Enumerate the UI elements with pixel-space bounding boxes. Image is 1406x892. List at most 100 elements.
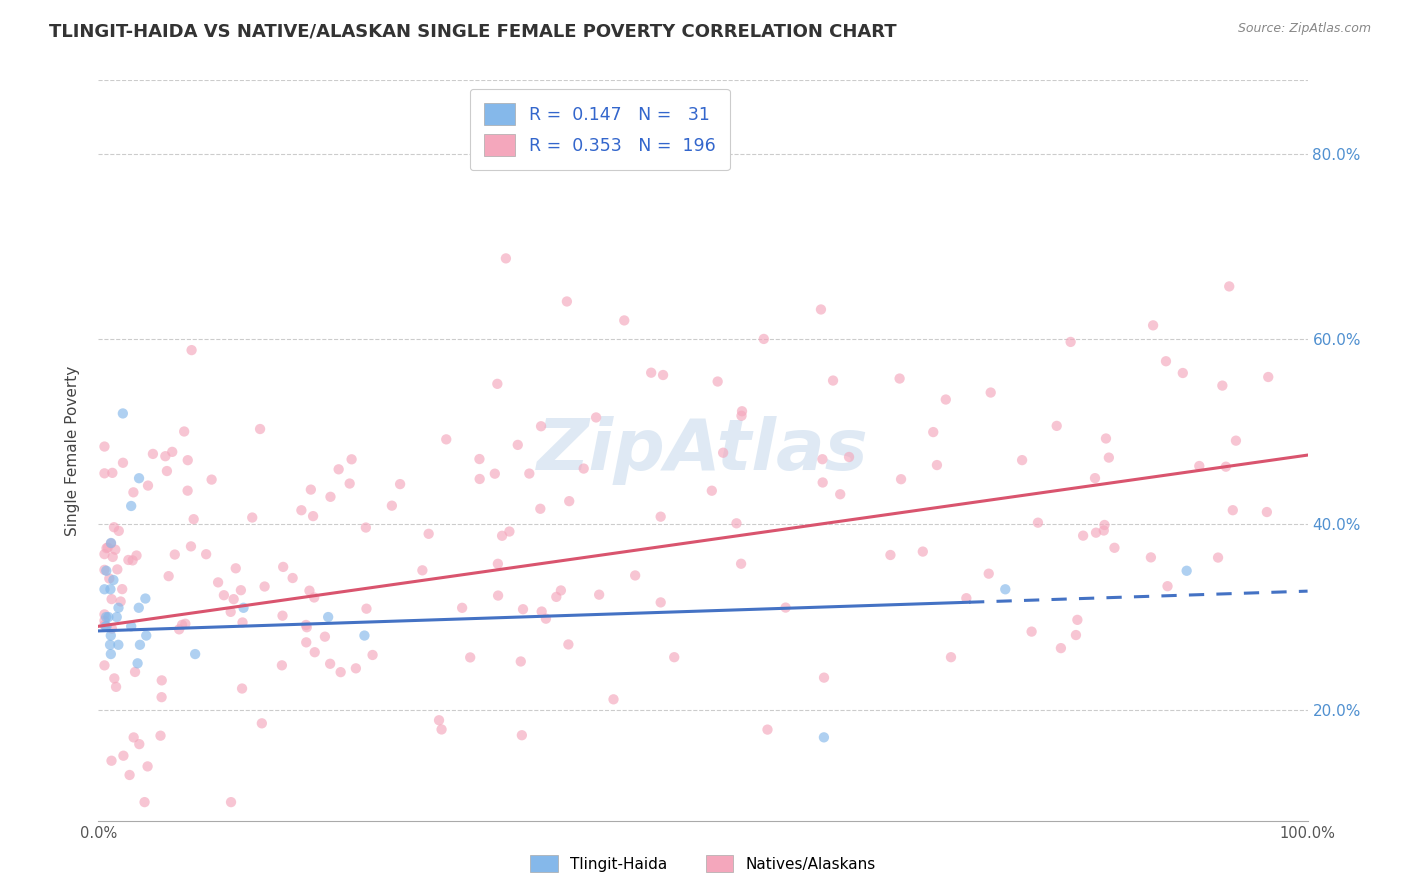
- Point: [706, 375, 728, 389]
- Point: [97, 541, 120, 555]
- Point: [195, 547, 218, 561]
- Point: [299, 483, 322, 497]
- Point: [100, 628, 122, 642]
- Point: [935, 392, 957, 407]
- Point: [96, 541, 118, 555]
- Point: [231, 615, 253, 630]
- Point: [354, 520, 377, 534]
- Point: [240, 510, 263, 524]
- Point: [124, 665, 146, 679]
- Point: [314, 630, 336, 644]
- Point: [1094, 518, 1116, 533]
- Point: [134, 795, 156, 809]
- Point: [120, 619, 142, 633]
- Point: [96, 564, 118, 578]
- Point: [491, 529, 513, 543]
- Point: [752, 332, 775, 346]
- Point: [1215, 459, 1237, 474]
- Point: [219, 795, 242, 809]
- Point: [1256, 505, 1278, 519]
- Point: [506, 438, 529, 452]
- Point: [353, 628, 375, 642]
- Point: [468, 472, 491, 486]
- Point: [1154, 354, 1177, 368]
- Point: [830, 487, 852, 501]
- Text: TLINGIT-HAIDA VS NATIVE/ALASKAN SINGLE FEMALE POVERTY CORRELATION CHART: TLINGIT-HAIDA VS NATIVE/ALASKAN SINGLE F…: [49, 22, 897, 40]
- Point: [118, 768, 141, 782]
- Point: [328, 462, 350, 476]
- Point: [775, 600, 797, 615]
- Point: [110, 594, 132, 608]
- Point: [1257, 370, 1279, 384]
- Point: [1066, 613, 1088, 627]
- Point: [1026, 516, 1049, 530]
- Point: [1095, 432, 1118, 446]
- Point: [112, 748, 135, 763]
- Point: [173, 425, 195, 439]
- Point: [1218, 279, 1240, 293]
- Point: [93, 618, 115, 632]
- Point: [304, 645, 326, 659]
- Legend: R =  0.147   N =   31, R =  0.353   N =  196: R = 0.147 N = 31, R = 0.353 N = 196: [470, 89, 730, 170]
- Point: [295, 618, 318, 632]
- Point: [650, 509, 672, 524]
- Point: [101, 466, 124, 480]
- Point: [150, 673, 173, 688]
- Point: [93, 607, 115, 622]
- Point: [468, 452, 491, 467]
- Point: [1188, 458, 1211, 473]
- Point: [180, 540, 202, 554]
- Point: [1156, 579, 1178, 593]
- Point: [430, 723, 453, 737]
- Point: [640, 366, 662, 380]
- Point: [93, 582, 115, 597]
- Point: [105, 680, 128, 694]
- Point: [302, 509, 325, 524]
- Y-axis label: Single Female Poverty: Single Female Poverty: [65, 366, 80, 535]
- Point: [418, 526, 440, 541]
- Point: [302, 591, 325, 605]
- Point: [339, 476, 361, 491]
- Point: [122, 731, 145, 745]
- Point: [329, 665, 352, 680]
- Point: [136, 759, 159, 773]
- Point: [550, 583, 572, 598]
- Point: [128, 600, 150, 615]
- Point: [1140, 550, 1163, 565]
- Point: [100, 592, 122, 607]
- Point: [1171, 366, 1194, 380]
- Point: [111, 456, 134, 470]
- Point: [170, 618, 193, 632]
- Point: [167, 623, 190, 637]
- Point: [811, 452, 834, 467]
- Point: [451, 600, 474, 615]
- Point: [100, 582, 122, 597]
- Point: [93, 614, 115, 628]
- Point: [624, 568, 647, 582]
- Point: [174, 616, 197, 631]
- Point: [142, 447, 165, 461]
- Point: [922, 425, 945, 439]
- Point: [290, 503, 312, 517]
- Point: [389, 477, 412, 491]
- Point: [980, 385, 1002, 400]
- Point: [98, 638, 121, 652]
- Point: [319, 490, 342, 504]
- Text: ZipAtlas: ZipAtlas: [537, 416, 869, 485]
- Point: [411, 563, 433, 577]
- Point: [1050, 641, 1073, 656]
- Point: [730, 409, 752, 423]
- Point: [1059, 334, 1081, 349]
- Point: [1098, 450, 1121, 465]
- Point: [731, 404, 754, 418]
- Point: [994, 582, 1017, 597]
- Point: [103, 573, 125, 587]
- Point: [111, 582, 134, 596]
- Point: [664, 650, 686, 665]
- Point: [229, 583, 252, 598]
- Point: [813, 731, 835, 745]
- Point: [509, 655, 531, 669]
- Point: [890, 472, 912, 486]
- Point: [93, 440, 115, 454]
- Point: [183, 512, 205, 526]
